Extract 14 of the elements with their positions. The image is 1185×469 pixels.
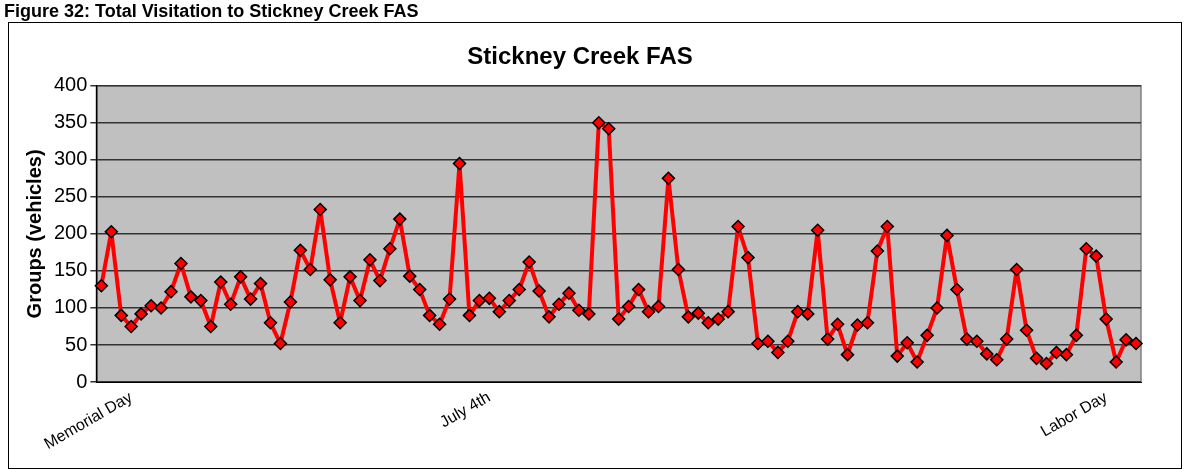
y-tick-label: 400 [53,73,88,96]
x-tick-label: Labor Day [1037,388,1110,440]
y-tick-label: 150 [53,258,88,281]
y-tick-label: 0 [76,369,88,392]
y-tick-label: 300 [53,147,88,170]
chart-title: Stickney Creek FAS [467,42,693,70]
y-tick-label: 100 [53,295,88,318]
y-tick-label: 350 [53,110,88,133]
y-tick-label: 50 [65,332,88,355]
y-tick-label: 250 [53,184,88,207]
x-tick-label: July 4th [436,388,494,431]
y-tick-label: 200 [53,221,88,244]
y-axis-title: Groups (vehicles) [22,149,45,319]
caption: Figure 32: Total Visitation to Stickney Creek FAS [3,0,420,22]
